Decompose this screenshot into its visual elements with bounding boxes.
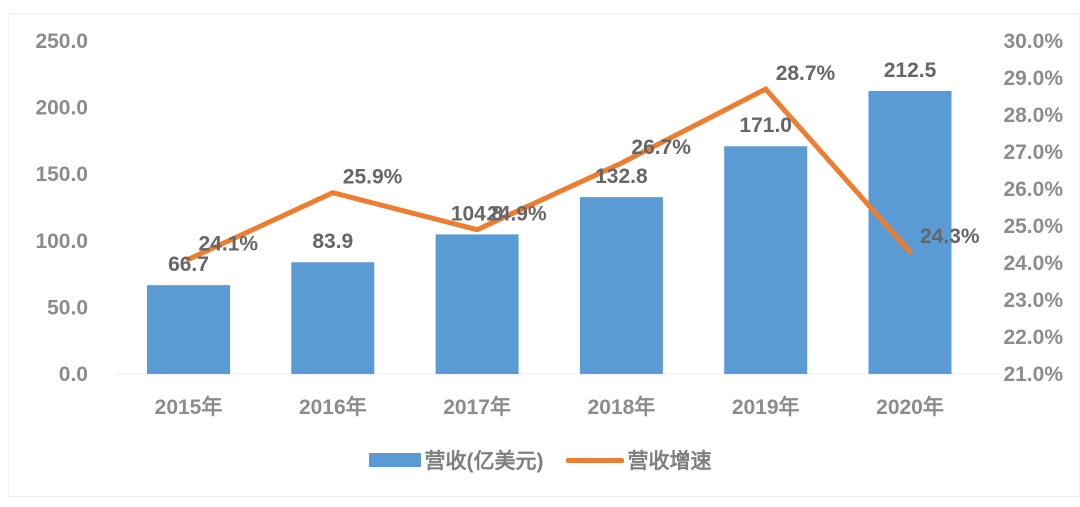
legend-bar-swatch-icon: [368, 453, 421, 467]
right-tick-label: 22.0%: [1003, 326, 1063, 349]
right-tick-label: 23.0%: [1003, 289, 1063, 312]
revenue-data-labels: 66.7 83.9 104.8 132.8 171.0 212.5: [168, 59, 937, 276]
growth-value-label: 28.7%: [776, 62, 836, 85]
right-tick-label: 24.0%: [1003, 252, 1063, 275]
left-tick-label: 200.0: [35, 97, 88, 120]
legend-item-revenue: 营收(亿美元): [368, 445, 544, 475]
revenue-bar[interactable]: [147, 285, 230, 374]
revenue-bar[interactable]: [435, 234, 519, 374]
right-tick-label: 27.0%: [1003, 141, 1063, 164]
left-tick-label: 250.0: [35, 30, 88, 53]
right-tick-label: 30.0%: [1003, 30, 1063, 53]
right-tick-label: 29.0%: [1003, 67, 1063, 90]
category-label: 2015年: [155, 395, 223, 419]
revenue-bar[interactable]: [291, 262, 375, 374]
category-label: 2016年: [299, 395, 367, 419]
growth-polyline[interactable]: [186, 85, 913, 262]
legend-line-swatch-icon: [565, 457, 624, 463]
category-label: 2019年: [732, 395, 800, 419]
right-y-axis: 21.0% 22.0% 23.0% 24.0% 25.0% 26.0% 27.0% 28.0%…: [1003, 30, 1063, 386]
legend-item-growth: 营收增速: [565, 445, 712, 475]
growth-value-label: 26.7%: [631, 136, 691, 159]
revenue-value-label: 83.9: [312, 230, 353, 253]
revenue-value-label: 66.7: [168, 253, 209, 276]
legend-label-growth: 营收增速: [627, 450, 712, 473]
left-y-axis: 0.0 50.0 100.0 150.0 200.0 250.0: [35, 30, 88, 386]
growth-value-label: 24.3%: [920, 225, 980, 248]
revenue-value-label: 171.0: [739, 114, 792, 137]
right-tick-label: 28.0%: [1003, 104, 1063, 127]
revenue-bars: [147, 90, 952, 374]
right-tick-label: 21.0%: [1003, 363, 1063, 386]
growth-line: [186, 85, 913, 262]
category-label: 2020年: [876, 395, 944, 419]
left-tick-label: 50.0: [47, 296, 88, 319]
growth-value-label: 24.9%: [487, 203, 547, 226]
growth-data-labels: 24.1% 25.9% 24.9% 26.7% 28.7% 24.3%: [199, 62, 980, 255]
revenue-value-label: 212.5: [884, 59, 937, 82]
left-tick-label: 150.0: [35, 163, 88, 186]
growth-value-label: 25.9%: [343, 166, 403, 189]
category-label: 2018年: [588, 395, 656, 419]
revenue-bar[interactable]: [868, 90, 952, 374]
right-tick-label: 26.0%: [1003, 178, 1063, 201]
left-tick-label: 100.0: [35, 230, 88, 253]
x-axis-categories: 2015年 2016年 2017年 2018年 2019年 2020年: [155, 395, 944, 419]
legend-label-revenue: 营收(亿美元): [424, 450, 544, 473]
legend: 营收(亿美元) 营收增速: [0, 445, 1080, 475]
revenue-bar[interactable]: [724, 146, 808, 374]
category-label: 2017年: [443, 395, 511, 419]
revenue-value-label: 132.8: [595, 165, 648, 188]
right-tick-label: 25.0%: [1003, 215, 1063, 238]
left-tick-label: 0.0: [59, 363, 88, 386]
revenue-value-label: 104.8: [451, 202, 504, 225]
revenue-bar[interactable]: [579, 197, 663, 374]
growth-value-label: 24.1%: [199, 232, 259, 255]
